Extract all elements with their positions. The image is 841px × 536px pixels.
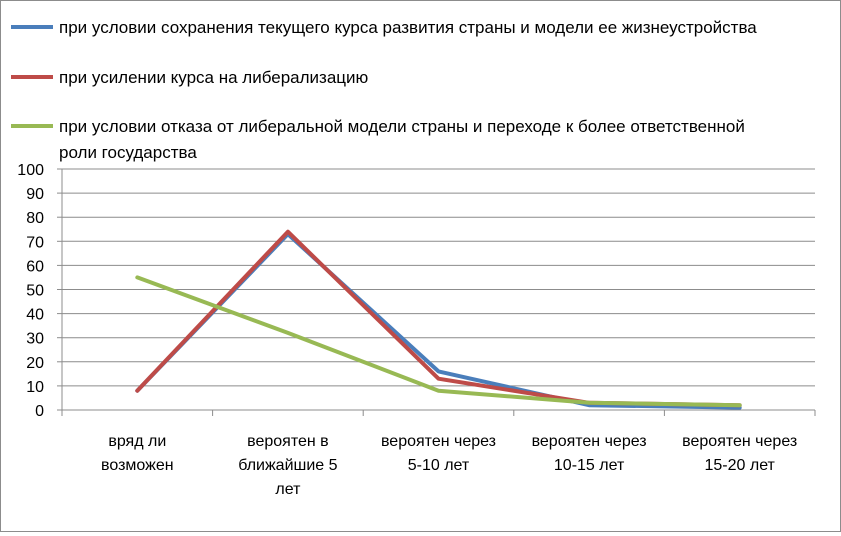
legend-label-3: при условии отказа от либеральной модели… (59, 117, 745, 136)
series-line-1 (137, 234, 739, 408)
legend-label-1: при условии сохранения текущего курса ра… (59, 18, 757, 37)
y-tick-label-100: 100 (17, 162, 44, 179)
y-tick-label-10: 10 (26, 379, 44, 396)
y-tick-label-0: 0 (35, 403, 44, 420)
legend: при условии сохранения текущего курса ра… (11, 18, 757, 162)
y-tick-label-80: 80 (26, 210, 44, 227)
y-tick-label-40: 40 (26, 307, 44, 324)
legend-label-2: при усилении курса на либерализацию (59, 68, 369, 87)
y-tick-label-50: 50 (26, 283, 44, 300)
series-line-2 (137, 232, 739, 406)
y-axis-ticks: 0 10 20 30 40 50 60 70 80 90 100 (17, 162, 62, 420)
y-tick-label-60: 60 (26, 258, 44, 275)
y-tick-label-30: 30 (26, 331, 44, 348)
y-tick-label-20: 20 (26, 355, 44, 372)
series-lines (137, 232, 740, 408)
y-tick-label-90: 90 (26, 186, 44, 203)
legend-label-3-line2: роли государства (59, 143, 197, 162)
y-tick-label-70: 70 (26, 234, 44, 251)
